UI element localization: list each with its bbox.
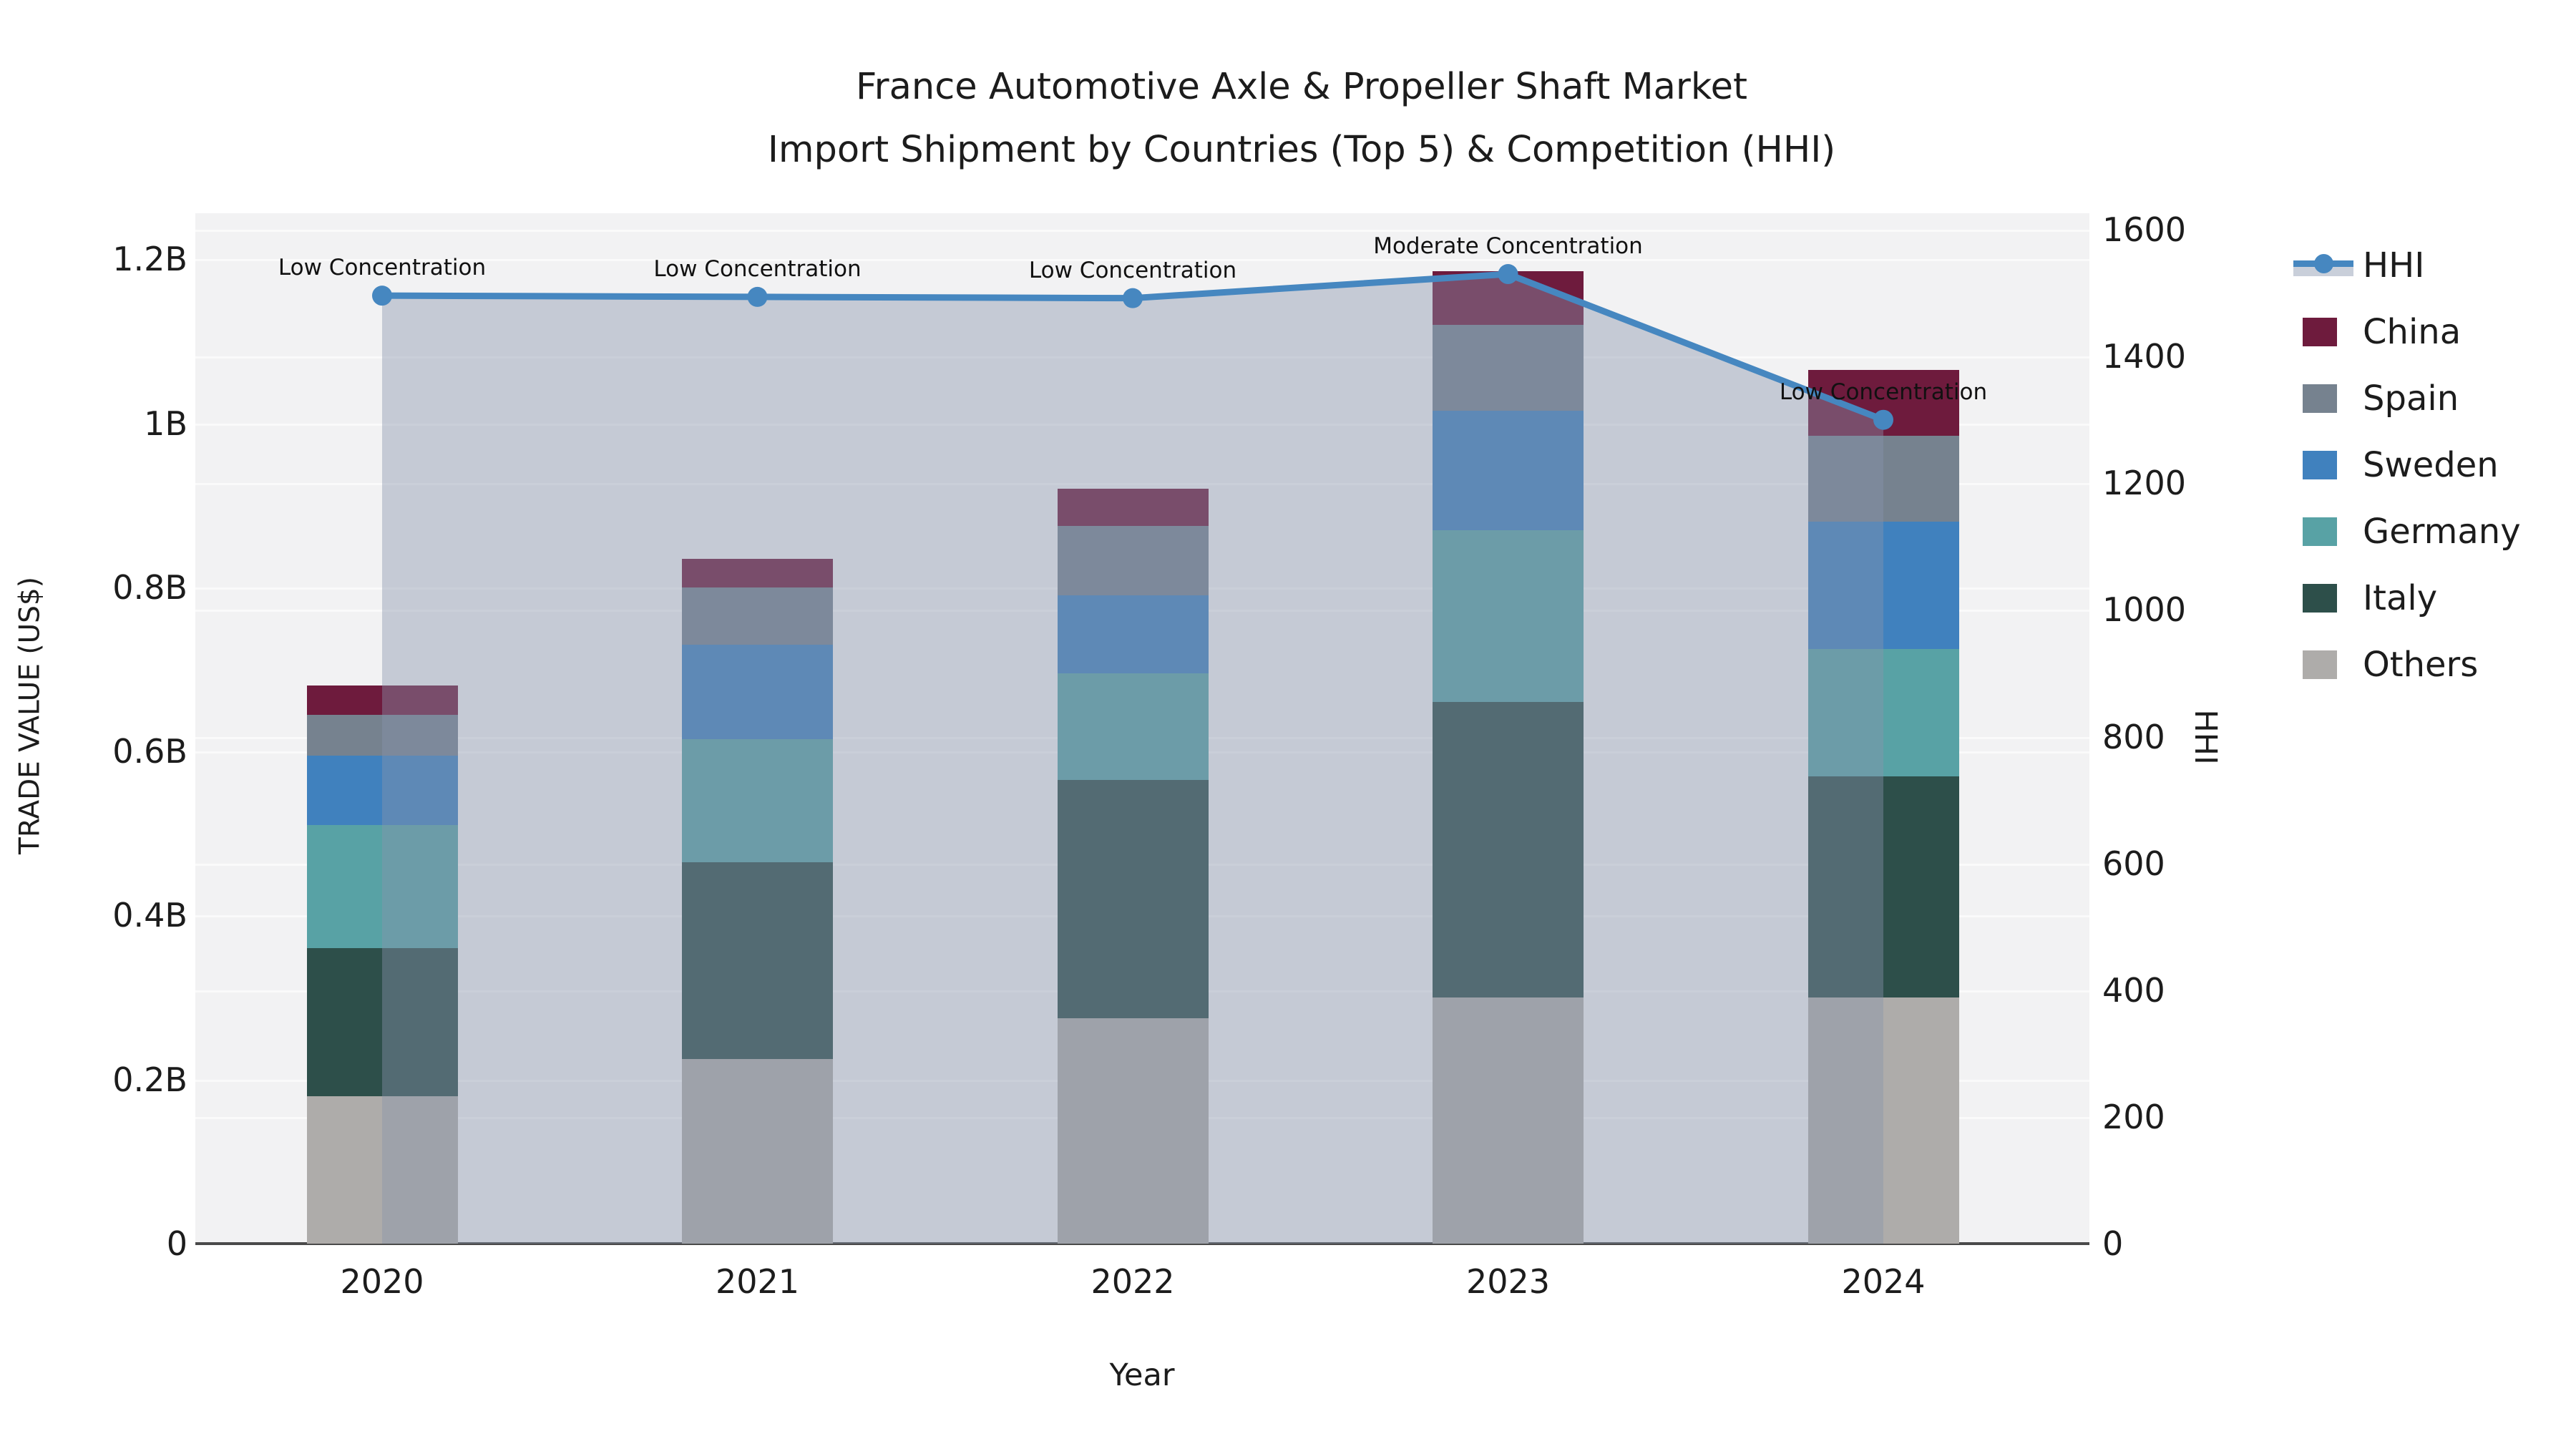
bar-2020-sweden[interactable] xyxy=(306,755,458,826)
x-tick-2022: 2022 xyxy=(1091,1262,1175,1301)
plot-area: Low Concentration Low Concentration Low Co… xyxy=(195,213,2089,1245)
y-right-tick-400: 400 xyxy=(2102,970,2165,1010)
hhi-marker-2020[interactable] xyxy=(372,286,392,306)
y-right-tick-0: 0 xyxy=(2102,1224,2124,1263)
bar-2022-china[interactable] xyxy=(1057,489,1209,526)
bar-2021-spain[interactable] xyxy=(682,587,833,645)
y-left-tick-0.4B: 0.4B xyxy=(112,896,187,935)
bar-2022-sweden[interactable] xyxy=(1057,595,1209,674)
legend-label: Others xyxy=(2363,645,2479,685)
x-axis-title: Year xyxy=(1109,1357,1175,1393)
bar-2021-sweden[interactable] xyxy=(682,645,833,739)
bar-2024-italy[interactable] xyxy=(1807,776,1959,998)
x-axis-line xyxy=(195,1242,2089,1245)
bar-2023-italy[interactable] xyxy=(1433,702,1584,998)
hhi-marker-2021[interactable] xyxy=(747,286,768,307)
bar-2022-italy[interactable] xyxy=(1057,780,1209,1018)
bar-2024-spain[interactable] xyxy=(1807,435,1959,522)
bar-2024-germany[interactable] xyxy=(1807,648,1959,776)
chart-title-line2: Import Shipment by Countries (Top 5) & C… xyxy=(767,129,1836,171)
others-swatch xyxy=(2303,650,2337,679)
legend-label: Germany xyxy=(2363,512,2521,552)
hhi-marker-2022[interactable] xyxy=(1123,288,1143,308)
gridline-right-1600 xyxy=(195,230,2089,233)
annotation-2022: Low Concentration xyxy=(1028,257,1237,283)
bar-2023-spain[interactable] xyxy=(1433,324,1584,411)
bar-2020-germany[interactable] xyxy=(306,825,458,949)
y-right-tick-800: 800 xyxy=(2102,717,2165,756)
y-right-tick-1000: 1000 xyxy=(2102,590,2187,630)
annotation-2020: Low Concentration xyxy=(278,255,487,281)
y-right-tick-200: 200 xyxy=(2102,1097,2165,1136)
legend-label: Sweden xyxy=(2363,445,2499,485)
x-tick-2021: 2021 xyxy=(715,1262,800,1301)
annotation-2021: Low Concentration xyxy=(653,255,862,282)
y-left-tick-0.2B: 0.2B xyxy=(112,1060,187,1099)
bar-2024-others[interactable] xyxy=(1807,997,1959,1244)
y-left-axis-title: TRADE VALUE (US$) xyxy=(14,577,47,854)
bar-2023-sweden[interactable] xyxy=(1433,411,1584,530)
y-left-tick-1.2B: 1.2B xyxy=(112,240,187,279)
x-tick-2023: 2023 xyxy=(1465,1262,1551,1301)
bar-2024-sweden[interactable] xyxy=(1807,522,1959,649)
bar-2021-germany[interactable] xyxy=(682,738,833,862)
bar-2020-china[interactable] xyxy=(306,686,458,715)
y-left-tick-0: 0 xyxy=(166,1224,187,1263)
x-tick-2024: 2024 xyxy=(1841,1262,1926,1301)
chart-title-line1: France Automotive Axle & Propeller Shaft… xyxy=(856,66,1747,108)
chart-title: France Automotive Axle & Propeller Shaft… xyxy=(86,56,2576,182)
china-swatch xyxy=(2303,318,2337,346)
bar-2021-italy[interactable] xyxy=(682,862,833,1060)
bar-2020-spain[interactable] xyxy=(306,714,458,756)
spain-swatch xyxy=(2303,384,2337,413)
y-right-axis-title: HHI xyxy=(2187,709,2223,765)
y-right-tick-1200: 1200 xyxy=(2102,464,2187,503)
italy-swatch xyxy=(2303,584,2337,613)
y-right-tick-600: 600 xyxy=(2102,844,2165,883)
annotation-2023: Moderate Concentration xyxy=(1373,233,1643,260)
bar-2020-others[interactable] xyxy=(306,1096,458,1244)
bar-2022-germany[interactable] xyxy=(1057,673,1209,781)
gridline-left-1B xyxy=(195,423,2089,426)
y-left-tick-0.8B: 0.8B xyxy=(112,567,187,607)
y-left-tick-1B: 1B xyxy=(144,404,187,443)
bar-2023-others[interactable] xyxy=(1433,997,1584,1244)
legend-label: HHI xyxy=(2363,245,2425,286)
gridline-left-1.2B xyxy=(195,259,2089,262)
gridline-right-1200 xyxy=(195,483,2089,486)
bar-2022-others[interactable] xyxy=(1057,1018,1209,1244)
legend-label: Spain xyxy=(2363,379,2459,419)
x-tick-2020: 2020 xyxy=(340,1262,424,1301)
legend-label: China xyxy=(2363,312,2462,352)
hhi-area-fill xyxy=(382,274,1883,1244)
bar-2023-germany[interactable] xyxy=(1433,530,1584,703)
bar-2021-china[interactable] xyxy=(682,558,833,587)
y-right-tick-1400: 1400 xyxy=(2102,337,2187,376)
bar-2020-italy[interactable] xyxy=(306,948,458,1096)
gridline-right-1400 xyxy=(195,356,2089,359)
hhi-marker-2023[interactable] xyxy=(1498,264,1518,285)
sweden-swatch xyxy=(2303,451,2337,479)
hhi-marker-swatch xyxy=(2314,254,2333,273)
hhi-marker-2024[interactable] xyxy=(1873,409,1893,430)
hhi-line-sample xyxy=(2293,251,2353,280)
y-right-tick-1600: 1600 xyxy=(2102,210,2187,250)
hhi-overlay xyxy=(372,264,1893,1244)
bar-2021-others[interactable] xyxy=(682,1059,833,1244)
bar-2022-spain[interactable] xyxy=(1057,525,1209,596)
legend-label: Italy xyxy=(2363,578,2438,618)
germany-swatch xyxy=(2303,517,2337,546)
annotation-2024: Low Concentration xyxy=(1779,379,1988,405)
y-left-tick-0.6B: 0.6B xyxy=(112,732,187,771)
